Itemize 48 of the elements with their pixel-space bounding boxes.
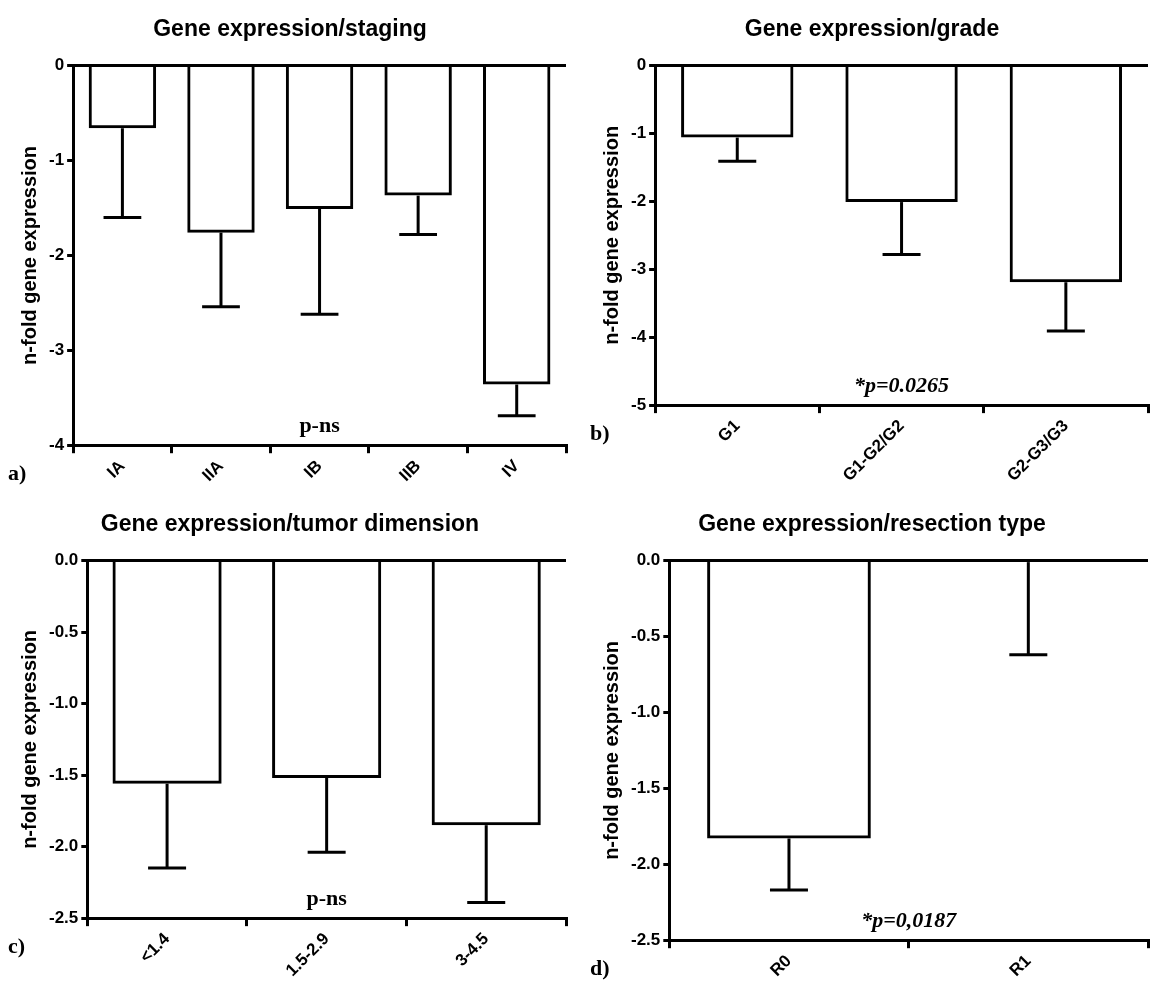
annotation: *p=0,0187 (861, 906, 958, 932)
chart-title: Gene expression/resection type (698, 510, 1046, 537)
y-tick-label: -2 (48, 245, 65, 265)
y-tick-label: -1.5 (631, 778, 661, 798)
chart-title: Gene expression/staging (153, 15, 427, 42)
y-tick-label: -5 (630, 394, 647, 414)
y-tick-label: 0.0 (54, 550, 79, 570)
y-tick-label: -4 (630, 326, 647, 346)
y-axis-title: n-fold gene expression (599, 640, 622, 860)
y-tick-label: -2.5 (631, 929, 661, 949)
chart-title: Gene expression/grade (744, 15, 1000, 42)
x-tick-label: IIB (395, 456, 425, 485)
annotation: p-ns (299, 411, 341, 437)
x-tick-label: IA (103, 456, 129, 482)
x-tick-label: R1 (1005, 951, 1035, 980)
y-tick-label: 0 (54, 55, 65, 75)
y-tick-label: -1 (48, 150, 65, 170)
annotation: p-ns (306, 884, 348, 910)
y-tick-label: -1 (630, 123, 647, 143)
chart-title: Gene expression/tumor dimension (100, 510, 480, 537)
y-tick-label: -1.5 (49, 764, 79, 784)
x-tick-label: IIA (198, 456, 228, 485)
y-tick-label: -3 (48, 340, 65, 359)
y-tick-label: -2 (630, 191, 647, 211)
y-tick-label: -2.0 (49, 836, 79, 856)
y-tick-label: -2.5 (49, 907, 79, 927)
y-tick-label: -2.0 (631, 853, 661, 873)
y-tick-label: 0.0 (636, 550, 661, 570)
y-tick-label: 0 (636, 55, 647, 75)
x-tick-label: R0 (766, 951, 796, 980)
text: d) (590, 954, 610, 980)
y-tick-label: -0.5 (49, 621, 79, 641)
y-axis-title: n-fold gene expression (17, 145, 40, 365)
y-tick-label: -4 (48, 434, 65, 454)
x-tick-label: G1 (713, 416, 744, 446)
y-axis-title: n-fold gene expression (17, 629, 40, 849)
y-tick-label: -0.5 (631, 626, 661, 646)
y-tick-label: -1.0 (49, 693, 79, 713)
x-tick-label: IB (300, 456, 326, 482)
x-tick-label: <1.4 (136, 928, 174, 967)
y-tick-label: -3 (630, 259, 647, 278)
text: b) (590, 419, 610, 445)
text: a) (8, 459, 27, 485)
annotation: *p=0.0265 (854, 371, 950, 397)
x-tick-label: IV (498, 455, 524, 481)
y-tick-label: -1.0 (631, 702, 661, 722)
y-axis-title: n-fold gene expression (599, 125, 622, 345)
text: c) (8, 932, 26, 958)
